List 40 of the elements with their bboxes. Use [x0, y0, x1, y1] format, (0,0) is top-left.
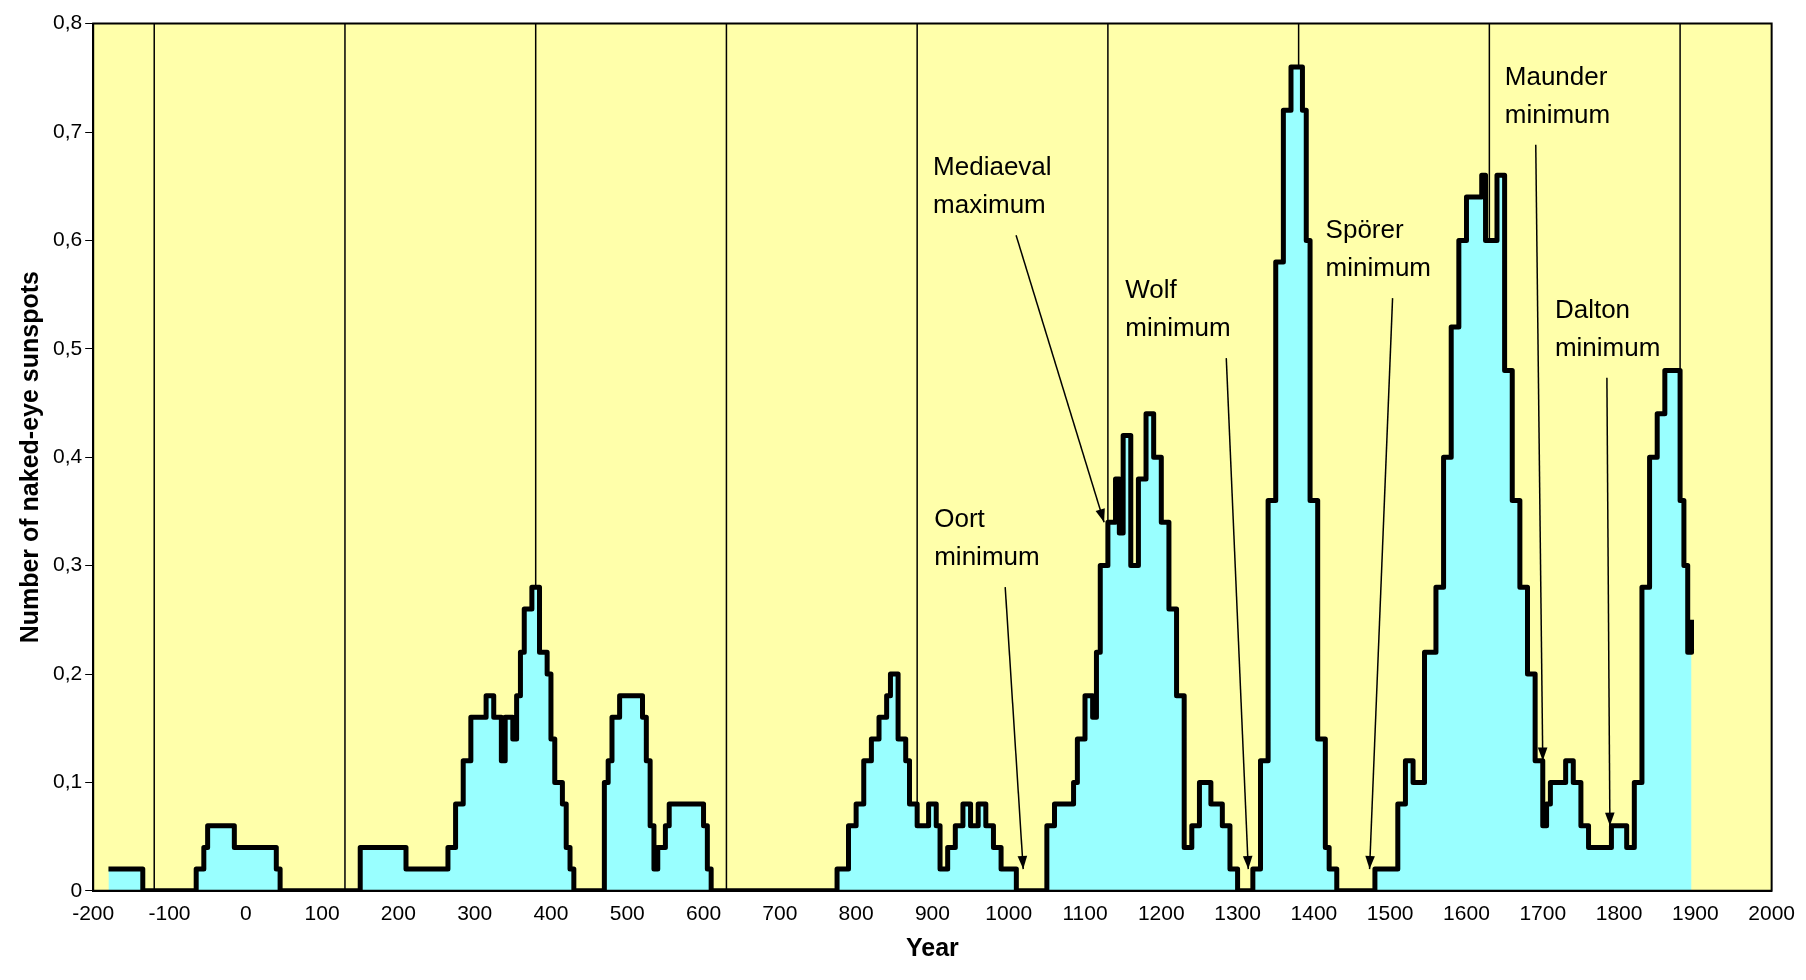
x-tick-label: 1100	[1062, 901, 1108, 925]
annotation: Dalton minimum	[1554, 293, 1661, 362]
y-tick-label: 0	[70, 877, 83, 901]
x-tick-label: 2000	[1748, 901, 1795, 925]
x-tick-label: 800	[838, 901, 874, 925]
x-tick-label: 1200	[1137, 901, 1185, 925]
x-axis-title: Year	[906, 932, 960, 961]
y-tick-label: 0,7	[52, 118, 83, 142]
y-tick-label: 0,1	[52, 769, 83, 793]
x-tick-label: 1700	[1519, 901, 1567, 925]
y-tick-label: 0,6	[52, 227, 83, 251]
x-tick-label: -200	[72, 901, 115, 925]
x-tick-label: 500	[609, 901, 645, 925]
x-tick-label: 1400	[1290, 901, 1338, 925]
x-tick-label: 100	[304, 901, 340, 925]
x-tick-label: 1300	[1214, 901, 1261, 925]
x-tick-label: 900	[914, 901, 950, 925]
x-tick-label: 0	[239, 901, 252, 925]
x-tick-label: 700	[762, 901, 798, 925]
x-tick-label: 1900	[1671, 901, 1719, 925]
x-tick-label: 1500	[1366, 901, 1414, 925]
x-tick-label: 600	[686, 901, 722, 925]
y-tick-label: 0,4	[52, 444, 83, 467]
annotation: Wolf minimum	[1125, 274, 1231, 343]
annotation: Mediaeval maximum	[933, 151, 1052, 220]
x-tick-label: 400	[533, 901, 569, 925]
y-tick-label: 0,5	[52, 335, 83, 359]
annotation: Maunder minimum	[1504, 60, 1611, 129]
x-tick-label: -100	[148, 901, 191, 925]
x-tick-label: 1800	[1595, 901, 1643, 925]
annotation: Spörer minimum	[1325, 214, 1432, 283]
y-tick-label: 0,8	[52, 10, 83, 34]
y-tick-label: 0,2	[52, 660, 83, 684]
x-tick-label: 300	[457, 901, 493, 925]
x-tick-label: 1000	[985, 901, 1033, 925]
x-tick-label: 1600	[1443, 901, 1490, 925]
y-tick-label: 0,3	[52, 552, 83, 576]
x-tick-label: 200	[380, 901, 416, 925]
y-axis-title: Number of naked-eye sunspots	[14, 271, 43, 644]
annotation: Oort minimum	[934, 503, 1040, 572]
